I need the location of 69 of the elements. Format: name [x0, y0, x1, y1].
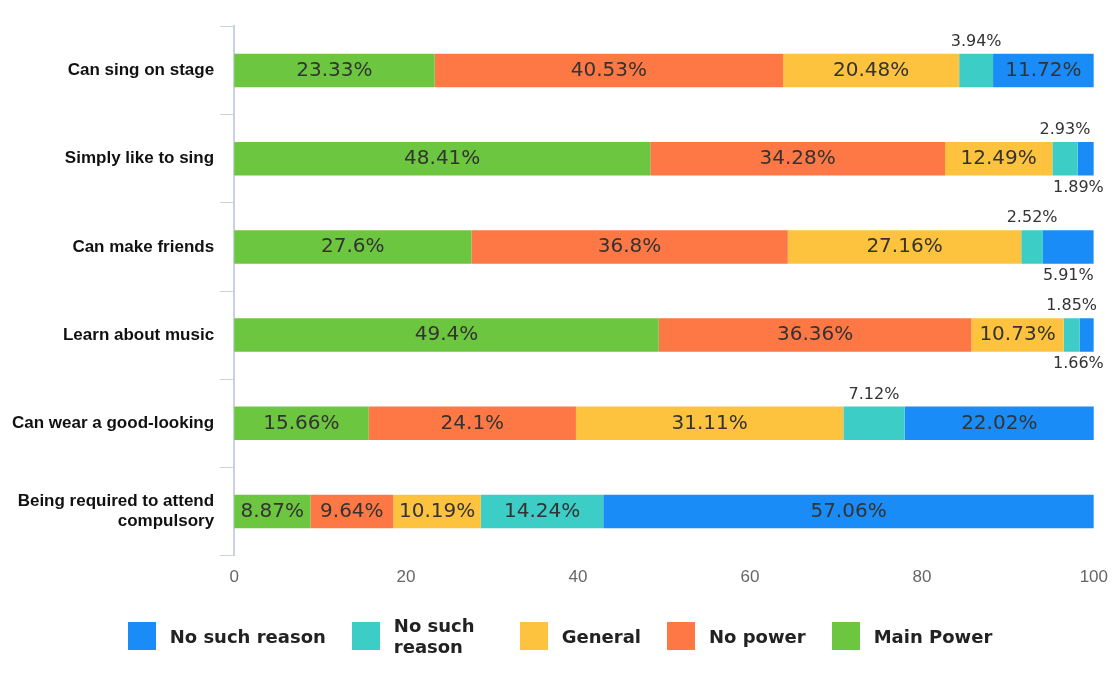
x-tick-label: 60 — [740, 567, 760, 587]
bar — [783, 53, 960, 88]
data-label: 1.85% — [1046, 295, 1098, 315]
data-label: 57.06% — [810, 497, 887, 522]
data-label: 1.89% — [1052, 176, 1104, 196]
data-label: 22.02% — [961, 409, 1038, 434]
bar — [234, 318, 659, 352]
legend-label: Main Power — [873, 625, 993, 647]
data-label: 14.24% — [503, 497, 581, 522]
bar — [234, 141, 651, 176]
bar — [234, 230, 472, 264]
data-label: 5.91% — [1042, 264, 1094, 284]
bar — [650, 141, 946, 176]
data-label: 15.66% — [263, 409, 340, 434]
data-label: 10.19% — [398, 497, 476, 522]
bar — [471, 230, 788, 264]
bar — [904, 406, 1094, 441]
bar — [1042, 230, 1094, 264]
data-label: 12.49% — [960, 144, 1037, 169]
data-label: 7.12% — [848, 383, 900, 403]
x-tick-label: 0 — [229, 567, 239, 587]
legend-label: No such reason — [169, 625, 326, 647]
y-tick-label: Learn about music — [62, 324, 215, 344]
legend-label: No such reason — [393, 615, 476, 657]
data-label: 36.8% — [597, 233, 662, 258]
legend-label: No power — [709, 625, 806, 647]
data-label: 34.28% — [759, 144, 836, 169]
data-label: 27.16% — [866, 233, 943, 258]
data-label: 1.66% — [1052, 353, 1104, 373]
y-tick-label: Being required to attend compulsory — [17, 490, 215, 531]
data-label: 2.52% — [1006, 207, 1058, 227]
bar — [368, 406, 576, 441]
y-tick-label: Can wear a good-looking — [12, 412, 215, 432]
data-label: 23.33% — [296, 56, 373, 81]
data-label: 49.4% — [414, 321, 479, 346]
bar — [843, 406, 905, 441]
legend-label: General — [561, 625, 642, 647]
y-tick-label: Can make friends — [72, 236, 215, 256]
data-label: 31.11% — [671, 409, 748, 434]
bar — [234, 53, 435, 88]
bar — [1021, 230, 1043, 264]
data-label: 11.72% — [1005, 56, 1082, 81]
data-label: 10.73% — [979, 321, 1056, 346]
bar — [1079, 318, 1094, 352]
bar — [658, 318, 972, 352]
data-label: 36.36% — [776, 321, 854, 346]
data-label: 2.93% — [1039, 119, 1091, 139]
data-label: 9.64% — [320, 497, 384, 522]
bar — [787, 230, 1022, 264]
x-tick-label: 80 — [912, 567, 932, 587]
data-label: 24.1% — [440, 409, 505, 434]
bar — [959, 53, 994, 88]
x-tick-label: 40 — [568, 567, 588, 587]
y-tick-label: Simply like to sing — [64, 148, 215, 168]
data-label: 8.87% — [240, 497, 305, 522]
data-label: 3.94% — [950, 30, 1002, 50]
x-tick-label: 20 — [396, 567, 416, 587]
data-label: 40.53% — [570, 56, 648, 81]
data-label: 20.48% — [833, 56, 910, 81]
bar — [434, 53, 784, 88]
y-tick-label: Can sing on stage — [67, 60, 215, 80]
bar — [1063, 318, 1080, 352]
data-label: 48.41% — [404, 144, 481, 169]
bar — [575, 406, 844, 441]
x-tick-label: 100 — [1079, 567, 1109, 587]
bar — [1077, 141, 1094, 176]
bar — [603, 494, 1094, 529]
bar — [1052, 141, 1078, 176]
data-label: 27.6% — [320, 233, 385, 258]
